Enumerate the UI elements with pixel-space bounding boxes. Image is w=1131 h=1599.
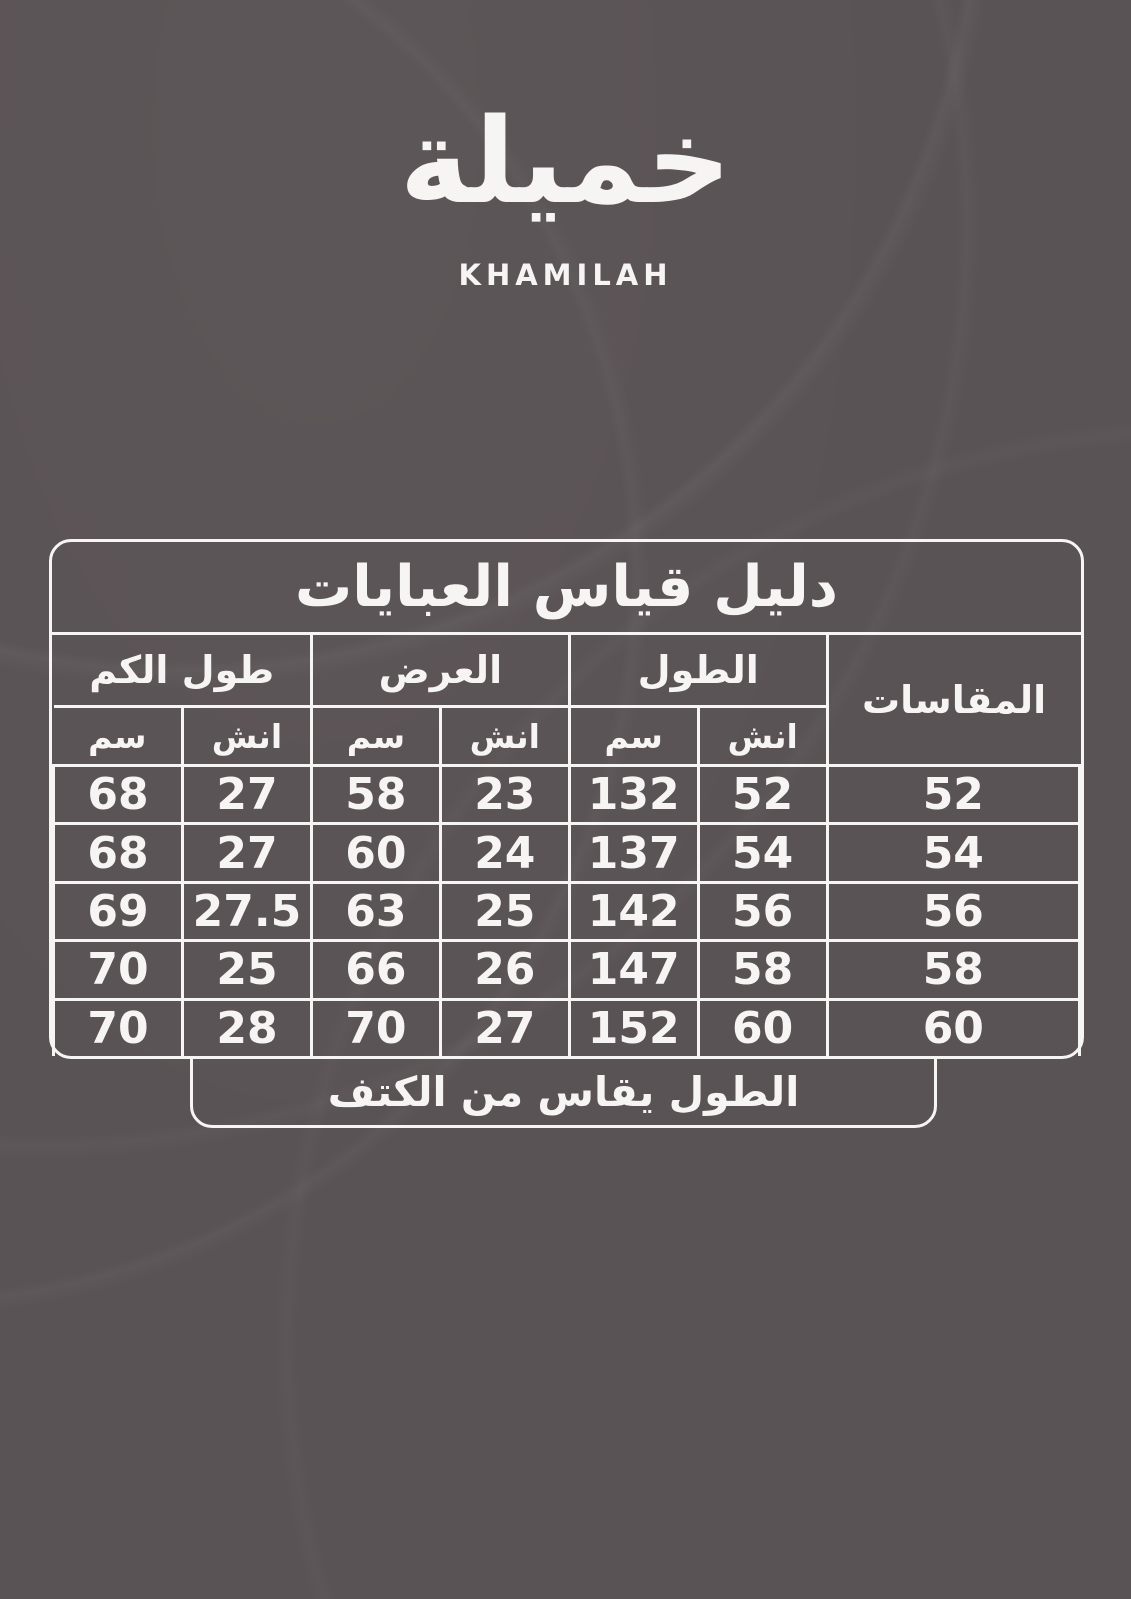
table-row: 54 54 137 24 60 27 68 — [52, 822, 1082, 884]
table-row-unit-headers: انش سم انش سم انش سم — [53, 705, 1080, 767]
size-cell: 60 — [827, 997, 1082, 1056]
width-inch-cell: 27 — [438, 997, 571, 1056]
width-cm-cell: 60 — [309, 822, 442, 884]
sleeve-cm-cell: 70 — [52, 997, 183, 1056]
length-inch-cell: 60 — [696, 997, 829, 1056]
size-table: المقاسات الطول العرض طول الكم انش سم انش… — [52, 635, 1082, 1056]
length-inch-cell: 58 — [696, 939, 829, 1001]
width-cm-cell: 70 — [309, 997, 442, 1056]
col-header-length: الطول — [567, 635, 829, 708]
size-cell: 54 — [827, 822, 1082, 884]
width-inch-header: انش — [438, 705, 571, 767]
sleeve-inch-cell: 27.5 — [181, 880, 313, 943]
sleeve-inch-header: انش — [181, 705, 313, 767]
sleeve-inch-cell: 27 — [181, 763, 313, 826]
col-header-sleeve: طول الكم — [53, 635, 313, 708]
col-header-sizes: المقاسات — [825, 635, 1080, 767]
length-cm-header: سم — [567, 705, 700, 767]
width-inch-cell: 23 — [438, 763, 571, 826]
sleeve-inch-cell: 25 — [181, 939, 313, 1001]
width-cm-cell: 66 — [309, 939, 442, 1001]
size-cell: 52 — [827, 763, 1082, 826]
width-inch-cell: 26 — [438, 939, 571, 1001]
length-cm-cell: 132 — [567, 763, 700, 826]
length-inch-cell: 56 — [696, 880, 829, 943]
width-cm-header: سم — [309, 705, 442, 767]
sleeve-cm-cell: 68 — [52, 822, 183, 884]
size-guide-title: دليل قياس العبايات — [52, 542, 1081, 635]
length-cm-cell: 142 — [567, 880, 700, 943]
sleeve-cm-cell: 70 — [52, 939, 183, 1001]
table-row: 58 58 147 26 66 25 70 — [52, 939, 1082, 1001]
length-inch-header: انش — [696, 705, 828, 767]
col-header-width: العرض — [309, 635, 571, 708]
length-cm-cell: 137 — [567, 822, 700, 884]
length-inch-cell: 52 — [696, 763, 829, 826]
length-cm-cell: 147 — [567, 939, 700, 1001]
sleeve-cm-cell: 68 — [52, 763, 183, 826]
table-row: 56 56 142 25 63 27.5 69 — [52, 880, 1082, 943]
measurement-note: الطول يقاس من الكتف — [190, 1056, 937, 1128]
sleeve-inch-cell: 27 — [181, 822, 313, 884]
table-row: 60 60 152 27 70 28 70 — [52, 997, 1082, 1056]
brand-logo-arabic: خميلة — [399, 92, 732, 230]
sleeve-cm-header: سم — [53, 705, 184, 767]
length-cm-cell: 152 — [567, 997, 700, 1056]
size-cell: 56 — [827, 880, 1082, 943]
brand-logo-latin: KHAMILAH — [458, 258, 673, 292]
table-row: 52 52 132 23 58 27 68 — [52, 763, 1082, 826]
length-inch-cell: 54 — [696, 822, 829, 884]
sleeve-inch-cell: 28 — [181, 997, 313, 1056]
width-inch-cell: 25 — [438, 880, 571, 943]
width-inch-cell: 24 — [438, 822, 571, 884]
table-row-group-headers: المقاسات الطول العرض طول الكم — [53, 635, 1080, 767]
brand-logo: خميلة KHAMILAH — [0, 72, 1131, 292]
width-cm-cell: 63 — [309, 880, 442, 943]
size-guide-card: دليل قياس العبايات المقاسات الطول العرض … — [49, 539, 1084, 1059]
size-cell: 58 — [827, 939, 1082, 1001]
width-cm-cell: 58 — [309, 763, 442, 826]
sleeve-cm-cell: 69 — [52, 880, 183, 943]
